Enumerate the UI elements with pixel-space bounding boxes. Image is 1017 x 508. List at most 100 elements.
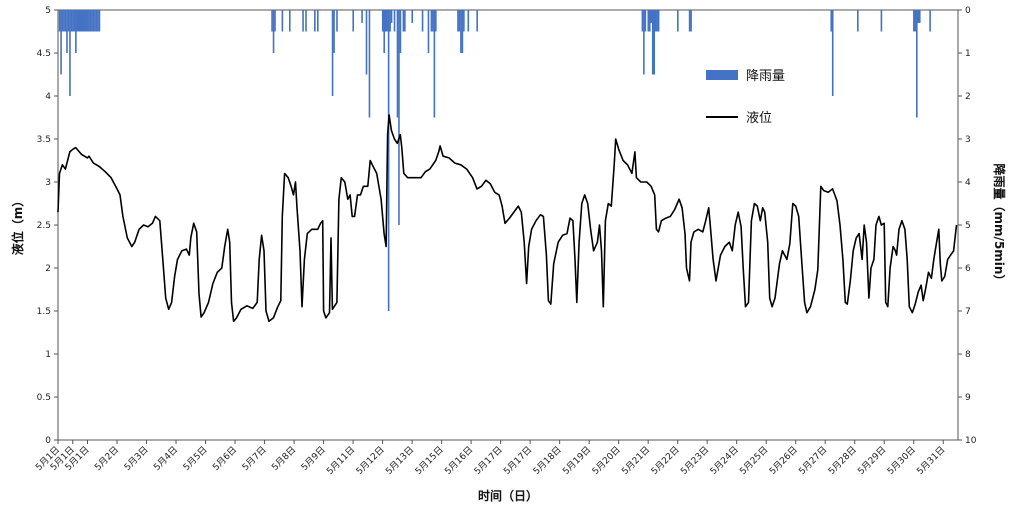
- x-tick-label: 5月31日: [915, 444, 948, 477]
- right-tick-label: 9: [965, 393, 971, 403]
- rain-bar: [384, 10, 387, 32]
- rain-bar: [929, 10, 931, 32]
- rain-bar: [476, 10, 478, 32]
- rain-bar: [390, 10, 393, 23]
- rain-bar: [831, 10, 834, 96]
- x-tick-label: 5月18日: [531, 444, 564, 477]
- rain-bar: [64, 10, 67, 32]
- rain-bar: [61, 10, 64, 32]
- right-tick-label: 6: [965, 264, 971, 274]
- rain-bar: [916, 10, 918, 118]
- legend-rain-label: 降雨量: [746, 69, 785, 84]
- x-tick-label: 5月8日: [270, 444, 299, 473]
- left-tick-label: 4.5: [37, 49, 51, 59]
- rain-bar: [387, 10, 390, 311]
- rain-bar: [688, 10, 691, 32]
- rain-bars: [58, 10, 931, 311]
- rain-bar: [430, 10, 433, 32]
- rain-bar: [457, 10, 459, 32]
- rain-bar: [461, 10, 464, 53]
- rain-bar: [66, 10, 68, 53]
- rain-bar: [467, 10, 470, 32]
- legend-rain-swatch: [706, 70, 738, 80]
- rain-bar: [389, 10, 391, 32]
- x-tick-label: 5月16日: [443, 444, 476, 477]
- rain-bar: [656, 10, 658, 32]
- rain-bar: [97, 10, 99, 32]
- rain-bar: [433, 10, 436, 118]
- x-tick-label: 5月29日: [856, 444, 889, 477]
- y-axis-right-title: 降雨量（mm/5min）: [992, 164, 1007, 287]
- rain-bar: [94, 10, 96, 32]
- rain-bar: [274, 10, 276, 32]
- rain-bar: [913, 10, 915, 32]
- rain-bar: [880, 10, 883, 32]
- rain-bar: [399, 10, 402, 53]
- rain-bar: [86, 10, 89, 32]
- left-tick-label: 3.5: [37, 135, 51, 145]
- rain-bar: [89, 10, 92, 32]
- left-tick-label: 4: [45, 92, 51, 102]
- rain-bar: [435, 10, 437, 32]
- x-tick-label: 5月17日: [502, 444, 535, 477]
- x-tick-label: 5月26日: [767, 444, 800, 477]
- x-tick-label: 5月13日: [384, 444, 417, 477]
- x-tick-label: 5月4日: [152, 444, 181, 473]
- rain-bar: [288, 10, 291, 32]
- rain-bar: [88, 10, 90, 32]
- legend: 降雨量 液位: [706, 69, 785, 126]
- rain-bar: [73, 10, 76, 32]
- x-tick-label: 5月2日: [93, 444, 122, 473]
- right-tick-label: 10: [965, 436, 977, 446]
- rain-bar: [647, 10, 650, 32]
- x-tick-label: 5月5日: [181, 444, 210, 473]
- rain-bar: [914, 10, 917, 32]
- rain-bar: [690, 10, 692, 32]
- rain-bar: [85, 10, 87, 32]
- y-axis-left-title: 液位（m）: [10, 195, 25, 256]
- rain-bar: [333, 10, 335, 53]
- rain-bar: [302, 10, 304, 32]
- right-tick-label: 1: [965, 49, 971, 59]
- rain-bar: [654, 10, 657, 32]
- x-tick-label: 5月21日: [620, 444, 653, 477]
- rain-bar: [398, 10, 400, 225]
- left-axis-ticks: 0 0.5 1 1.5 2 2.5 3 3.5 4 4.5 5: [37, 6, 58, 446]
- rain-bar: [463, 10, 465, 32]
- x-tick-label: 5月12日: [354, 444, 387, 477]
- x-tick-label: 5月19日: [561, 444, 594, 477]
- rain-bar: [352, 10, 355, 32]
- legend-level-label: 液位: [746, 111, 772, 126]
- rain-bar: [75, 10, 77, 53]
- rain-bar: [404, 10, 406, 32]
- right-tick-label: 7: [965, 307, 971, 317]
- rain-bar: [271, 10, 273, 32]
- rain-bar: [70, 10, 73, 32]
- rain-bar: [272, 10, 275, 53]
- rain-bar: [67, 10, 70, 32]
- left-tick-label: 1: [45, 350, 51, 360]
- left-tick-label: 1.5: [37, 307, 51, 317]
- x-tick-label: 5月11日: [325, 444, 358, 477]
- rain-bar: [383, 10, 386, 53]
- x-tick-label: 5月28日: [826, 444, 859, 477]
- rain-bar: [393, 10, 396, 32]
- rain-bar: [76, 10, 79, 32]
- x-tick-label: 5月24日: [708, 444, 741, 477]
- rain-bar: [281, 10, 284, 32]
- rain-bar: [641, 10, 644, 32]
- x-tick-label: 5月25日: [738, 444, 771, 477]
- rain-bar: [77, 10, 80, 32]
- level-line-group: [57, 114, 958, 323]
- rain-bar: [917, 10, 920, 23]
- rain-bar: [95, 10, 98, 32]
- rain-bar: [381, 10, 384, 32]
- x-tick-label: 5月17日: [472, 444, 505, 477]
- rain-bar: [421, 10, 424, 32]
- rain-bar: [314, 10, 316, 32]
- rain-bar: [460, 10, 462, 53]
- rain-bar: [92, 10, 95, 32]
- rain-bar: [432, 10, 434, 32]
- rain-bar: [336, 10, 338, 32]
- rain-bar: [651, 10, 654, 75]
